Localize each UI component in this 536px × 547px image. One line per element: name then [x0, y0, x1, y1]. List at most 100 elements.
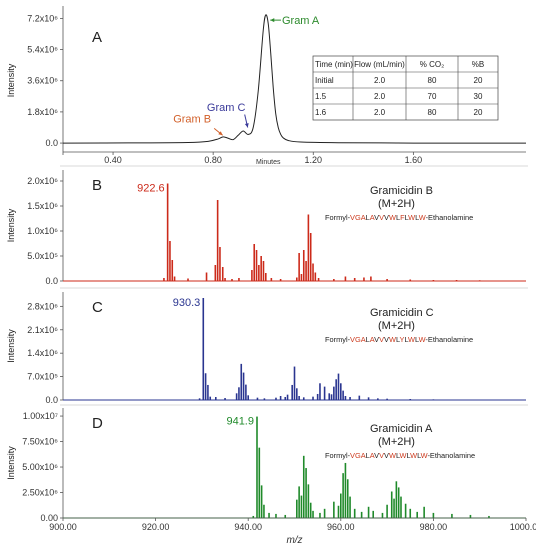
peak-label: 930.3 — [173, 297, 201, 309]
table-cell: Initial — [315, 76, 334, 85]
sequence-segment: A — [370, 451, 375, 460]
x-tick-label: 0.40 — [104, 155, 122, 165]
annotation-arrowhead — [218, 131, 223, 136]
y-tick-label: 5.0x10⁵ — [27, 251, 58, 261]
sequence-segment: V — [379, 335, 384, 344]
peak-annotation: Gram B — [173, 113, 211, 125]
y-tick-label: 1.8x10⁶ — [27, 107, 58, 117]
y-tick-label: 2.50x10⁶ — [22, 488, 58, 498]
sequence-segment: W — [389, 213, 396, 222]
table-cell: 20 — [474, 76, 483, 85]
compound-sequence: Formyl-VGALAVVVWLYLWLW-Ethanolamine — [325, 335, 473, 344]
sequence-segment: Formyl- — [325, 335, 351, 344]
y-tick-label: 0.00 — [40, 513, 58, 523]
panel-letter: D — [92, 415, 103, 432]
y-tick-label: 2.1x10⁶ — [27, 325, 58, 335]
table-cell: 20 — [474, 108, 483, 117]
sequence-segment: L — [366, 335, 370, 344]
sequence-segment: W — [419, 335, 426, 344]
y-tick-label: 0.0 — [45, 395, 58, 405]
table-header-cell: %B — [472, 60, 484, 69]
sequence-segment: -Ethanolamine — [425, 335, 473, 344]
sequence-segment: -Ethanolamine — [427, 451, 475, 460]
y-tick-label: 0.0 — [45, 276, 58, 286]
y-tick-label: 0.0 — [45, 138, 58, 148]
sequence-segment: L — [366, 451, 370, 460]
x-tick-label: 900.00 — [49, 522, 77, 532]
sequence-segment: V — [374, 335, 379, 344]
gradient-table: Time (min) Flow (mL/min) % CO₂ %B Initial 2.0… — [312, 55, 499, 121]
y-tick-label: 1.4x10⁶ — [27, 348, 58, 358]
table-cell: 2.0 — [374, 92, 386, 101]
x-tick-label: 960.00 — [327, 522, 355, 532]
sequence-segment: -Ethanolamine — [426, 213, 474, 222]
y-tick-label: 1.00x10⁷ — [23, 411, 58, 421]
panel-letter: A — [92, 29, 102, 46]
sequence-segment: L — [396, 213, 400, 222]
y-tick-label: 5.00x10⁶ — [22, 462, 58, 472]
sequence-segment: L — [396, 335, 400, 344]
panel-b: 0.0 5.0x10⁵ 1.0x10⁶ 1.5x10⁶ 2.0x10⁶ Intensity… — [6, 170, 526, 286]
sequence-segment: V — [374, 213, 379, 222]
panel-letter: C — [92, 299, 103, 316]
y-tick-label: 7.2x10⁶ — [27, 13, 58, 23]
sequence-segment: VGA — [350, 213, 366, 222]
x-tick-label: 0.80 — [204, 155, 222, 165]
y-tick-label: 7.0x10⁵ — [27, 372, 58, 382]
sequence-segment: V — [379, 451, 384, 460]
sequence-segment: Formyl- — [325, 451, 351, 460]
panel-c: 0.0 7.0x10⁵ 1.4x10⁶ 2.1x10⁶ 2.8x10⁶ Intensity… — [6, 292, 526, 405]
table-cell: 30 — [474, 92, 483, 101]
sequence-segment: L — [417, 451, 421, 460]
x-tick-label: 920.00 — [142, 522, 170, 532]
sequence-segment: L — [415, 213, 419, 222]
x-tick-label: 940.00 — [234, 522, 262, 532]
y-tick-label: 2.8x10⁶ — [27, 301, 58, 311]
sequence-segment: V — [384, 335, 389, 344]
sequence-segment: W — [408, 335, 415, 344]
sequence-segment: V — [379, 213, 384, 222]
peak-annotation: Gram C — [207, 102, 246, 114]
y-tick-label: 7.50x10⁶ — [22, 437, 58, 447]
sequence-segment: V — [374, 451, 379, 460]
sequence-segment: Formyl- — [325, 213, 351, 222]
panel-a: 0.0 1.8x10⁶ 3.6x10⁶ 5.4x10⁶ 7.2x10⁶ Intensity… — [6, 6, 527, 166]
panel-d: 0.00 2.50x10⁶ 5.00x10⁶ 7.50x10⁶ 1.00x10⁷ Inte… — [6, 408, 536, 546]
annotation-arrowhead — [244, 123, 249, 128]
sequence-segment: L — [415, 335, 419, 344]
x-tick-label: 980.00 — [420, 522, 448, 532]
y-tick-label: 5.4x10⁶ — [27, 45, 58, 55]
table-cell: 80 — [428, 108, 437, 117]
peak-label: 941.9 — [226, 416, 254, 428]
y-tick-label: 1.0x10⁶ — [27, 226, 58, 236]
compound-title: Gramicidin A — [370, 423, 433, 435]
compound-subtitle: (M+2H) — [378, 436, 415, 448]
table-header-cell: Time (min) — [315, 60, 353, 69]
table-cell: 1.5 — [315, 92, 327, 101]
sequence-segment: L — [396, 451, 400, 460]
table-cell: 2.0 — [374, 76, 386, 85]
sequence-segment: W — [421, 451, 428, 460]
sequence-segment: VGA — [350, 335, 366, 344]
sequence-segment: W — [400, 451, 407, 460]
sequence-segment: V — [384, 451, 389, 460]
sequence-segment: F — [400, 213, 405, 222]
table-cell: 80 — [428, 76, 437, 85]
sequence-segment: W — [410, 451, 417, 460]
panel-letter: B — [92, 177, 102, 194]
compound-sequence: Formyl-VGALAVVVWLWLWLW-Ethanolamine — [325, 451, 475, 460]
sequence-segment: L — [404, 335, 408, 344]
y-axis-label: Intensity — [6, 63, 16, 97]
compound-title: Gramicidin C — [370, 307, 434, 319]
sequence-segment: VGA — [350, 451, 366, 460]
compound-sequence: Formyl-VGALAVVVWLFLWLW-Ethanolamine — [325, 213, 473, 222]
y-axis-label: Intensity — [6, 208, 16, 242]
sequence-segment: A — [370, 335, 375, 344]
table-cell: 2.0 — [374, 108, 386, 117]
peak-label: 922.6 — [137, 183, 165, 195]
table-header-cell: % CO₂ — [420, 60, 444, 69]
compound-subtitle: (M+2H) — [378, 320, 415, 332]
y-axis-label: Intensity — [6, 329, 16, 363]
y-tick-label: 3.6x10⁶ — [27, 76, 58, 86]
sequence-segment: Y — [400, 335, 405, 344]
